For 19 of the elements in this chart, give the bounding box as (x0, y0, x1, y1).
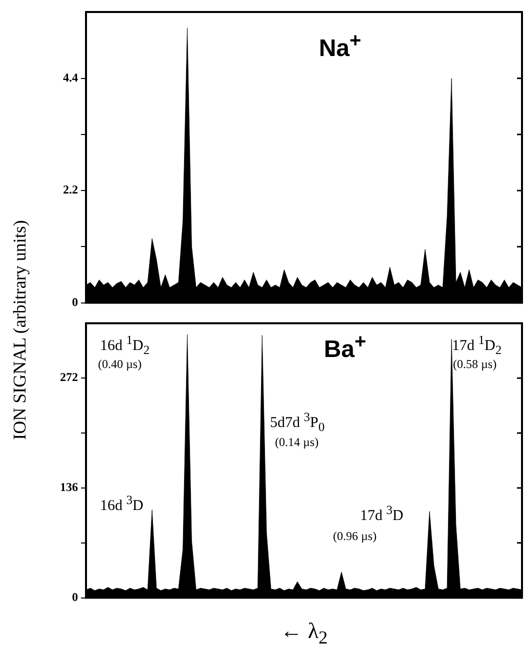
y-tick-label: 272 (60, 370, 78, 384)
y-tick-label: 0 (72, 294, 78, 309)
text: Na$^{+}$ (318, 30, 362, 63)
annotation: 16d $^{3}$D (100, 493, 144, 515)
annotation: 17d $^{3}$D (360, 503, 404, 525)
chart-title: Ba$^{+}$ (324, 331, 366, 364)
y-tick-label: 0 (72, 590, 78, 604)
annotation: (0.40 µs) (98, 357, 142, 372)
annotation: 16d $^{1}$D$_{2}$ (100, 333, 150, 358)
y-tick-label: 2.2 (63, 182, 78, 197)
annotation: (0.14 µs) (275, 435, 319, 450)
annotation: (0.96 µs) (333, 529, 377, 544)
annotation: 17d $^{1}$D$_{2}$ (452, 333, 502, 358)
annotation: (0.58 µs) (453, 357, 497, 372)
annotation: 5d7d $^{3}$P$_{0}$ (270, 410, 325, 435)
y-axis-title: ION SIGNAL (arbitrary units) (10, 220, 30, 440)
y-tick-label: 136 (60, 480, 78, 494)
y-tick-label: 4.4 (63, 70, 78, 84)
x-axis-title: ← λ$_{2}$ (280, 618, 328, 648)
